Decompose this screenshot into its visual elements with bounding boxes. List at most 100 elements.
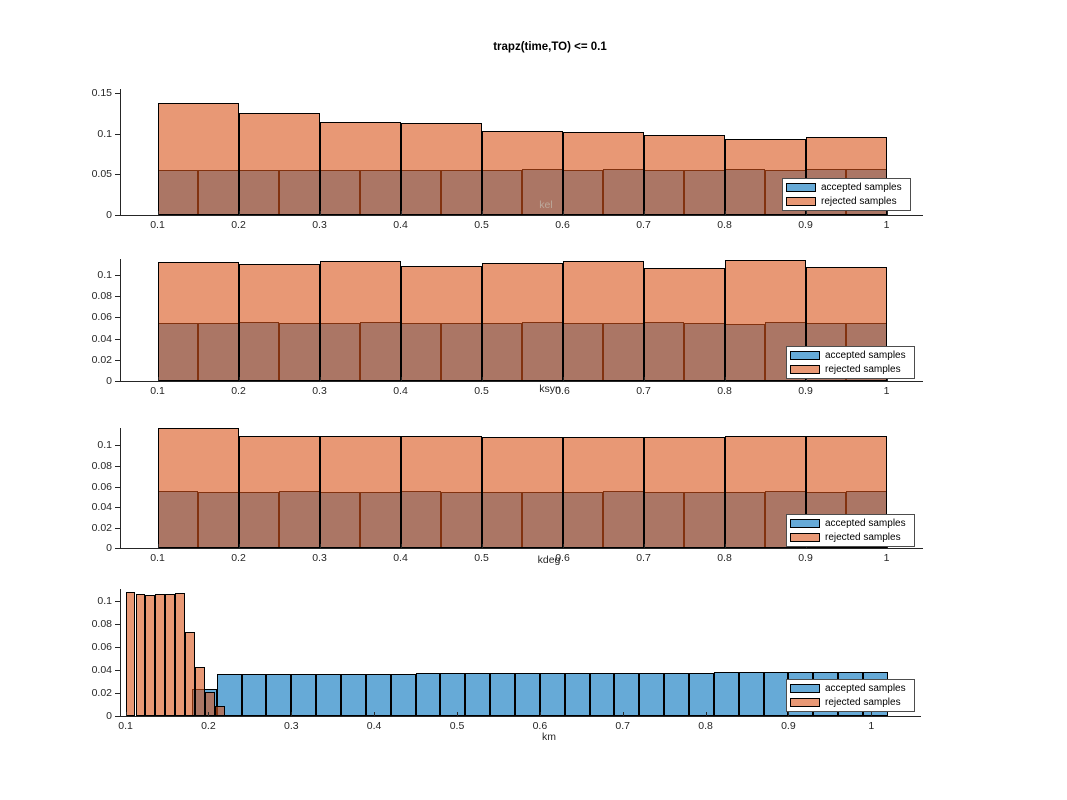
x-tick [400,377,402,381]
legend-row-rejected[interactable]: rejected samples [786,195,907,208]
x-tick-label: 0.6 [532,720,548,732]
x-tick [643,377,645,381]
subplot-ksyn: 0.1 0.2 0.3 0.4 0.5 0.6 0.7 0.8 0.9 1 0 0.02 0.04 0.0… [92,259,923,397]
legend-swatch-accepted [790,519,820,528]
histogram-bar-accepted [589,672,615,716]
legend-row-accepted[interactable]: accepted samples [790,682,911,695]
legend-row-rejected[interactable]: rejected samples [790,363,911,376]
x-tick [562,377,564,381]
y-tick-label: 0.08 [91,617,112,630]
x-tick-label: 0.5 [474,219,489,231]
x-tick [291,712,293,716]
y-tick-label: 0.06 [91,480,112,493]
histogram-bar-rejected [400,435,482,548]
x-tick-label: 0.9 [798,385,813,397]
x-tick-label: 0.4 [393,385,408,397]
histogram-bar-rejected [481,437,563,548]
x-tick-label: 1 [883,385,890,397]
x-tick [705,712,707,716]
xlabel-ksyn: ksyn [539,383,561,395]
x-tick-label: 0.9 [781,720,796,732]
y-tick [115,133,120,135]
x-tick-label: 0.6 [555,219,570,231]
y-tick [115,274,120,276]
xlabel-km: km [542,731,556,743]
x-tick-label: 0.4 [393,219,408,231]
x-tick [481,544,483,548]
x-tick-label: 0.3 [312,219,327,231]
histogram-bar-accepted [241,673,267,716]
x-tick [724,211,726,215]
legend-row-accepted[interactable]: accepted samples [790,349,911,362]
y-tick-label: 0.05 [91,168,112,181]
legend-swatch-accepted [790,684,820,693]
histogram-bar-rejected [481,262,563,381]
histogram-bar-rejected [319,122,401,215]
y-tick [115,486,120,488]
legend-row-accepted[interactable]: accepted samples [786,181,907,194]
legend-row-accepted[interactable]: accepted samples [790,517,911,530]
histogram-bar-accepted [639,672,665,716]
y-tick-label: 0.04 [91,501,112,513]
x-tick-label: 1 [883,552,890,564]
x-tick-label: 0.6 [555,552,570,564]
histogram-bar-rejected [165,594,176,716]
x-tick [622,712,624,716]
x-tick-label: 0.7 [615,720,630,732]
legend[interactable]: accepted samples rejected samples [782,178,911,211]
x-tick-label: 0.4 [366,720,382,732]
y-tick-label: 0.02 [91,521,112,534]
x-tick [157,211,159,215]
x-tick [400,211,402,215]
x-tick-label: 0.3 [283,720,299,732]
x-tick [208,712,210,716]
legend-row-rejected[interactable]: rejected samples [790,696,911,709]
y-tick [115,600,120,602]
legend-label-accepted: accepted samples [825,349,906,361]
legend-label-rejected: rejected samples [821,195,897,207]
x-tick [805,377,807,381]
x-tick-label: 0.5 [474,385,489,397]
histogram-bar-rejected [155,594,166,716]
x-tick-label: 1 [883,219,890,231]
x-tick [319,377,321,381]
y-tick [115,317,120,319]
y-tick [115,507,120,508]
x-tick [157,377,159,381]
y-tick-label: 0.15 [91,87,112,100]
x-tick [481,211,483,215]
histogram-bar-accepted [341,673,366,716]
histogram-bar-accepted [415,673,441,716]
x-tick [871,712,873,716]
legend-row-rejected[interactable]: rejected samples [790,531,911,544]
legend[interactable]: accepted samples rejected samples [786,679,915,712]
x-tick [481,377,483,381]
histogram-bar-accepted [291,673,317,716]
x-tick [643,544,645,548]
histogram-bar-rejected [562,437,644,548]
y-tick-label: 0.06 [91,640,112,653]
legend-swatch-accepted [786,183,816,192]
histogram-bar-rejected [562,260,644,381]
y-tick-label: 0.02 [91,686,112,699]
legend[interactable]: accepted samples rejected samples [786,346,915,379]
legend[interactable]: accepted samples rejected samples [786,514,915,547]
histogram-bar-rejected [238,435,320,548]
y-tick [115,381,120,382]
histogram-bar-accepted [490,673,515,716]
y-tick-label: 0.1 [97,268,112,281]
x-tick [562,211,564,215]
y-tick-label: 0 [106,375,112,387]
x-tick-label: 0.1 [150,552,165,564]
x-tick-label: 0.4 [393,552,408,564]
histogram-bar-rejected [400,123,482,215]
x-tick-label: 0.7 [636,219,651,231]
x-tick-label: 0.8 [717,219,732,231]
legend-label-accepted: accepted samples [825,517,906,529]
legend-label-accepted: accepted samples [821,181,902,193]
histogram-bar-rejected [238,113,320,215]
x-tick-label: 0.1 [118,720,133,732]
y-tick [115,215,120,216]
histogram-bar-accepted [738,671,764,716]
histogram-bar-accepted [365,673,391,716]
